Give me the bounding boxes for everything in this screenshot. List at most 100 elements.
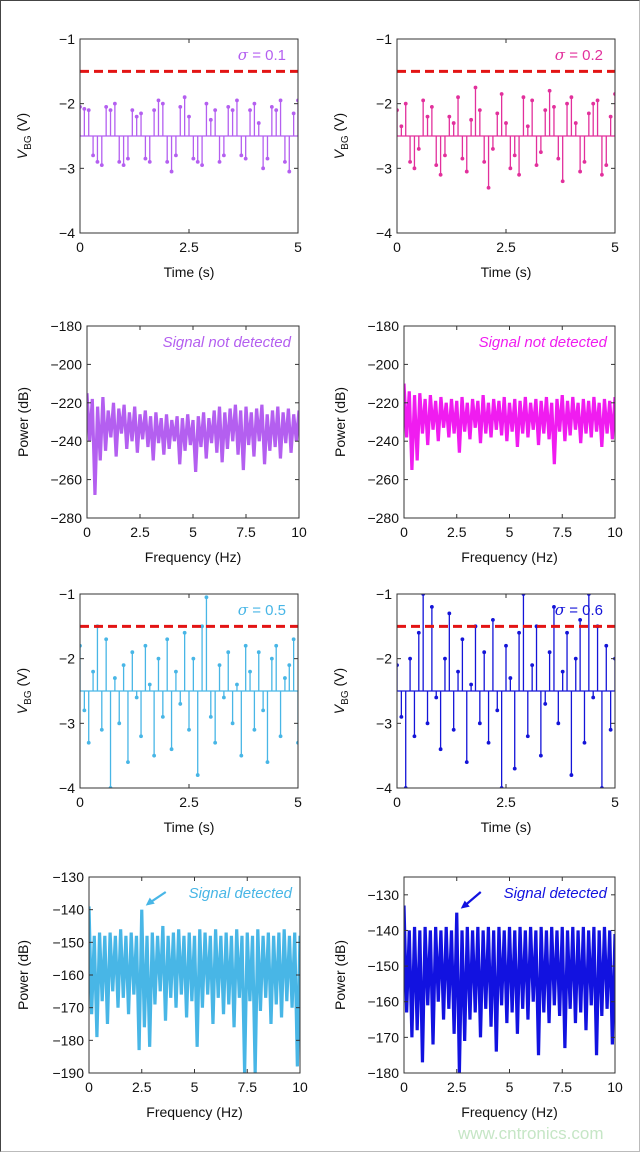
y-tick-label: −220 — [50, 395, 82, 411]
y-axis-label-unit: (V) — [14, 113, 30, 136]
x-tick-label: 2.5 — [447, 1079, 467, 1095]
annotation-arrow-head — [460, 900, 470, 909]
stem-marker — [399, 714, 404, 719]
stem-marker — [438, 747, 443, 752]
stem-marker — [174, 669, 178, 674]
stem-marker — [230, 108, 235, 113]
y-tick-label: −180 — [367, 1065, 399, 1081]
x-tick-label: 5 — [294, 794, 302, 810]
stem-marker — [121, 163, 126, 168]
x-tick-label: 10 — [607, 1079, 623, 1095]
stem-marker — [134, 114, 139, 119]
x-tick-label: 0 — [76, 794, 84, 810]
stem-marker — [591, 695, 596, 700]
stem-marker — [547, 88, 552, 93]
stem-marker — [408, 656, 412, 661]
y-tick-label: −1 — [59, 31, 75, 47]
y-axis-label-subscript: BG — [23, 690, 34, 705]
y-axis-label-symbol: V — [14, 148, 30, 159]
x-tick-label: 0 — [85, 1079, 93, 1095]
stem-marker — [261, 708, 266, 713]
stem-marker — [169, 169, 174, 174]
stem-marker — [486, 185, 491, 190]
stem-marker — [521, 95, 526, 100]
x-tick-label: 5 — [191, 1079, 199, 1095]
stem-marker — [156, 656, 161, 661]
stem-marker — [578, 617, 583, 622]
stem-marker — [230, 721, 235, 726]
x-axis-label: Frequency (Hz) — [461, 1104, 557, 1120]
y-tick-label: −200 — [50, 356, 82, 372]
stem-marker — [525, 734, 530, 739]
stem-marker — [213, 108, 218, 113]
stem-marker — [121, 663, 126, 668]
stem-marker — [165, 159, 170, 164]
stem-marker — [82, 708, 87, 713]
stem-marker — [187, 727, 191, 732]
annotation-arrow-shaft — [464, 891, 482, 907]
stem-marker — [208, 714, 213, 719]
x-axis-label: Frequency (Hz) — [145, 549, 241, 565]
subplot-6: 0 2.5 5 −4 −3 −2 −1 Time (s) VBG (V) σ = 0.6 — [331, 586, 619, 835]
x-tick-label: 0 — [393, 239, 401, 255]
x-tick-label: 0 — [400, 1079, 408, 1095]
stem-marker — [456, 669, 460, 674]
spectrum-line — [404, 383, 615, 471]
stem-marker — [547, 650, 552, 655]
data-layer — [80, 595, 298, 788]
y-tick-label: −260 — [50, 472, 82, 488]
stem-marker — [217, 663, 222, 668]
stem-marker — [530, 663, 535, 668]
stem-marker — [443, 656, 447, 661]
stem-marker — [139, 111, 143, 116]
y-tick-label: −2 — [376, 96, 392, 112]
y-tick-label: −170 — [52, 1000, 84, 1016]
sigma-annotation: σ = 0.5 — [238, 601, 286, 619]
stem-marker — [187, 114, 191, 119]
annotation-arrow-head — [145, 897, 155, 906]
x-axis-label: Time (s) — [164, 819, 215, 835]
stem-marker — [256, 650, 261, 655]
data-layer — [80, 95, 298, 174]
stem-marker — [416, 147, 421, 151]
x-tick-label: 2.5 — [179, 794, 199, 810]
y-axis-label: Power (dB) — [15, 940, 31, 1010]
x-tick-label: 5 — [506, 524, 514, 540]
y-tick-label: −180 — [50, 318, 82, 334]
subplot-4: 0 2.5 5 7.5 10 −280 −260 −240 −220 −200 −180 Freque… — [332, 318, 623, 565]
stem-marker — [274, 108, 279, 113]
data-layer — [404, 905, 615, 1073]
x-tick-label: 7.5 — [236, 524, 256, 540]
y-axis-label-symbol: V — [331, 148, 347, 159]
y-tick-label: −240 — [367, 433, 399, 449]
sigma-value: = 0.5 — [248, 602, 286, 619]
stem-marker — [482, 650, 487, 655]
stem-marker — [469, 682, 474, 687]
stem-marker — [117, 721, 122, 726]
stem-marker — [538, 150, 543, 155]
stem-marker — [126, 156, 130, 161]
x-tick-label: 2.5 — [496, 794, 516, 810]
stem-marker — [91, 669, 95, 674]
sigma-annotation: σ = 0.1 — [238, 46, 286, 64]
stem-marker — [147, 159, 152, 164]
subplot-5: 0 2.5 5 −4 −3 −2 −1 Time (s) VBG (V) σ = 0.5 — [14, 586, 302, 835]
y-axis-label-symbol: V — [331, 703, 347, 714]
stem-marker — [221, 153, 226, 158]
x-axis-label: Time (s) — [164, 264, 215, 280]
x-tick-label: 10 — [291, 524, 307, 540]
stem-marker — [239, 153, 244, 158]
y-axis-label: Power (dB) — [332, 940, 348, 1010]
stem-marker — [130, 108, 135, 113]
x-axis-label: Time (s) — [481, 264, 532, 280]
stem-marker — [403, 101, 408, 106]
data-layer — [87, 393, 299, 496]
stem-marker — [530, 98, 535, 103]
stem-marker — [416, 630, 421, 635]
stem-marker — [174, 153, 178, 158]
subplot-7: 0 2.5 5 7.5 10 −190 −180 −170 −160 −150 −140 −130 Fr… — [15, 869, 308, 1120]
stem-marker — [82, 106, 87, 111]
stem-marker — [504, 643, 508, 648]
y-tick-label: −180 — [367, 318, 399, 334]
